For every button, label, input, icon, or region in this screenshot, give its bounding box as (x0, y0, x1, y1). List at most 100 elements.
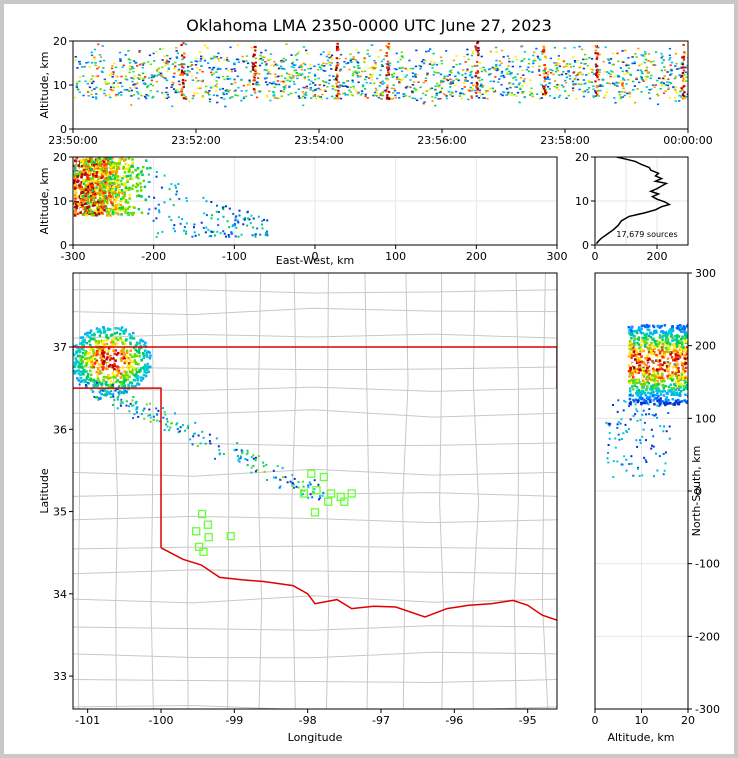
time-height-source (294, 91, 297, 94)
ew-source (84, 187, 88, 190)
time-height-source (681, 61, 684, 64)
time-height-source (422, 102, 425, 105)
time-height-source (336, 80, 339, 83)
ns-source (685, 385, 688, 389)
plan-view-source (123, 392, 126, 395)
ew-source (115, 198, 118, 201)
time-height-source (617, 82, 620, 84)
plan-view-source (81, 343, 84, 346)
time-height-source (374, 62, 377, 64)
time-height-source (445, 50, 448, 52)
time-height-source (548, 82, 551, 84)
ns-source (686, 323, 688, 327)
plan-view-source (73, 345, 76, 348)
time-height-source (452, 59, 456, 62)
time-height-source (381, 80, 384, 83)
time-height-source (560, 73, 564, 76)
plan-view-source (135, 343, 139, 346)
ns-source (641, 396, 644, 399)
time-height-source (402, 95, 405, 98)
plan-view-source (73, 364, 76, 368)
ns-source (662, 402, 666, 405)
ew-source (145, 159, 148, 162)
plan-view-source (97, 340, 100, 343)
ew-source (131, 165, 134, 168)
time-height-source (129, 87, 132, 89)
time-height-source (180, 90, 183, 93)
time-height-source (252, 79, 256, 82)
time-height-source (521, 45, 524, 47)
ns-source (677, 370, 680, 373)
county-line (73, 386, 557, 392)
time-height-source (379, 49, 382, 51)
time-height-source (386, 66, 389, 69)
time-height-source (83, 65, 86, 68)
time-height-source (466, 48, 469, 51)
time-height-source (165, 62, 168, 65)
ns-source (670, 374, 674, 377)
plan-view-source (129, 402, 132, 405)
time-height-source (673, 77, 677, 80)
ns-source (675, 359, 679, 363)
time-height-source (354, 59, 357, 61)
time-height-source (249, 70, 252, 73)
ns-source (663, 366, 666, 370)
ew-source (100, 203, 104, 207)
time-height-source (425, 50, 428, 53)
time-height-source (475, 72, 479, 74)
time-height-source (599, 89, 602, 92)
ew-y-tick-label: 0 (60, 239, 67, 252)
ew-source (109, 157, 112, 161)
time-height-source (674, 88, 677, 91)
ns-source (640, 344, 643, 347)
time-height-source (134, 86, 137, 89)
ew-source (99, 159, 102, 163)
ns-source (656, 379, 659, 383)
plan-view-source (73, 361, 77, 365)
ew-source (122, 209, 125, 213)
time-height-source (307, 79, 311, 81)
time-height-source (351, 94, 354, 97)
time-height-source (191, 68, 194, 70)
time-height-source (364, 78, 367, 81)
ew-source (111, 202, 114, 205)
time-height-source (435, 92, 438, 95)
time-height-source (335, 67, 338, 69)
time-height-source (251, 68, 255, 71)
ew-source (84, 171, 87, 175)
time-height-source (211, 86, 215, 89)
ns-x-tick-label: 10 (635, 714, 649, 727)
plan-view-y-tick-label: 37 (53, 341, 67, 354)
ns-source (635, 389, 639, 393)
time-height-source (393, 89, 397, 92)
time-height-source (479, 95, 482, 97)
plan-view-source (81, 351, 85, 355)
time-height-source (370, 74, 373, 77)
ns-source (617, 433, 620, 436)
time-height-source (385, 44, 388, 47)
time-height-source (610, 70, 613, 72)
time-height-source (183, 52, 186, 55)
ns-source (656, 368, 659, 371)
plan-view-source (136, 350, 139, 353)
ew-source (139, 182, 142, 185)
plan-view-source (101, 342, 104, 346)
time-height-source (680, 76, 683, 78)
time-height-source (166, 70, 169, 73)
time-height-source (647, 71, 650, 74)
time-height-source (434, 89, 437, 92)
ns-source (673, 390, 676, 394)
time-height-source (375, 95, 378, 97)
ew-source (208, 235, 211, 238)
time-height-source (167, 68, 170, 70)
ns-source (675, 369, 678, 372)
time-height-source (357, 81, 360, 84)
time-height-source (330, 54, 334, 57)
ns-source (643, 456, 646, 459)
time-height-source (532, 54, 535, 57)
time-height-source (531, 93, 534, 96)
ns-source (680, 371, 684, 375)
time-height-source (337, 48, 340, 51)
ns-source (662, 453, 665, 455)
time-height-source (112, 89, 115, 92)
